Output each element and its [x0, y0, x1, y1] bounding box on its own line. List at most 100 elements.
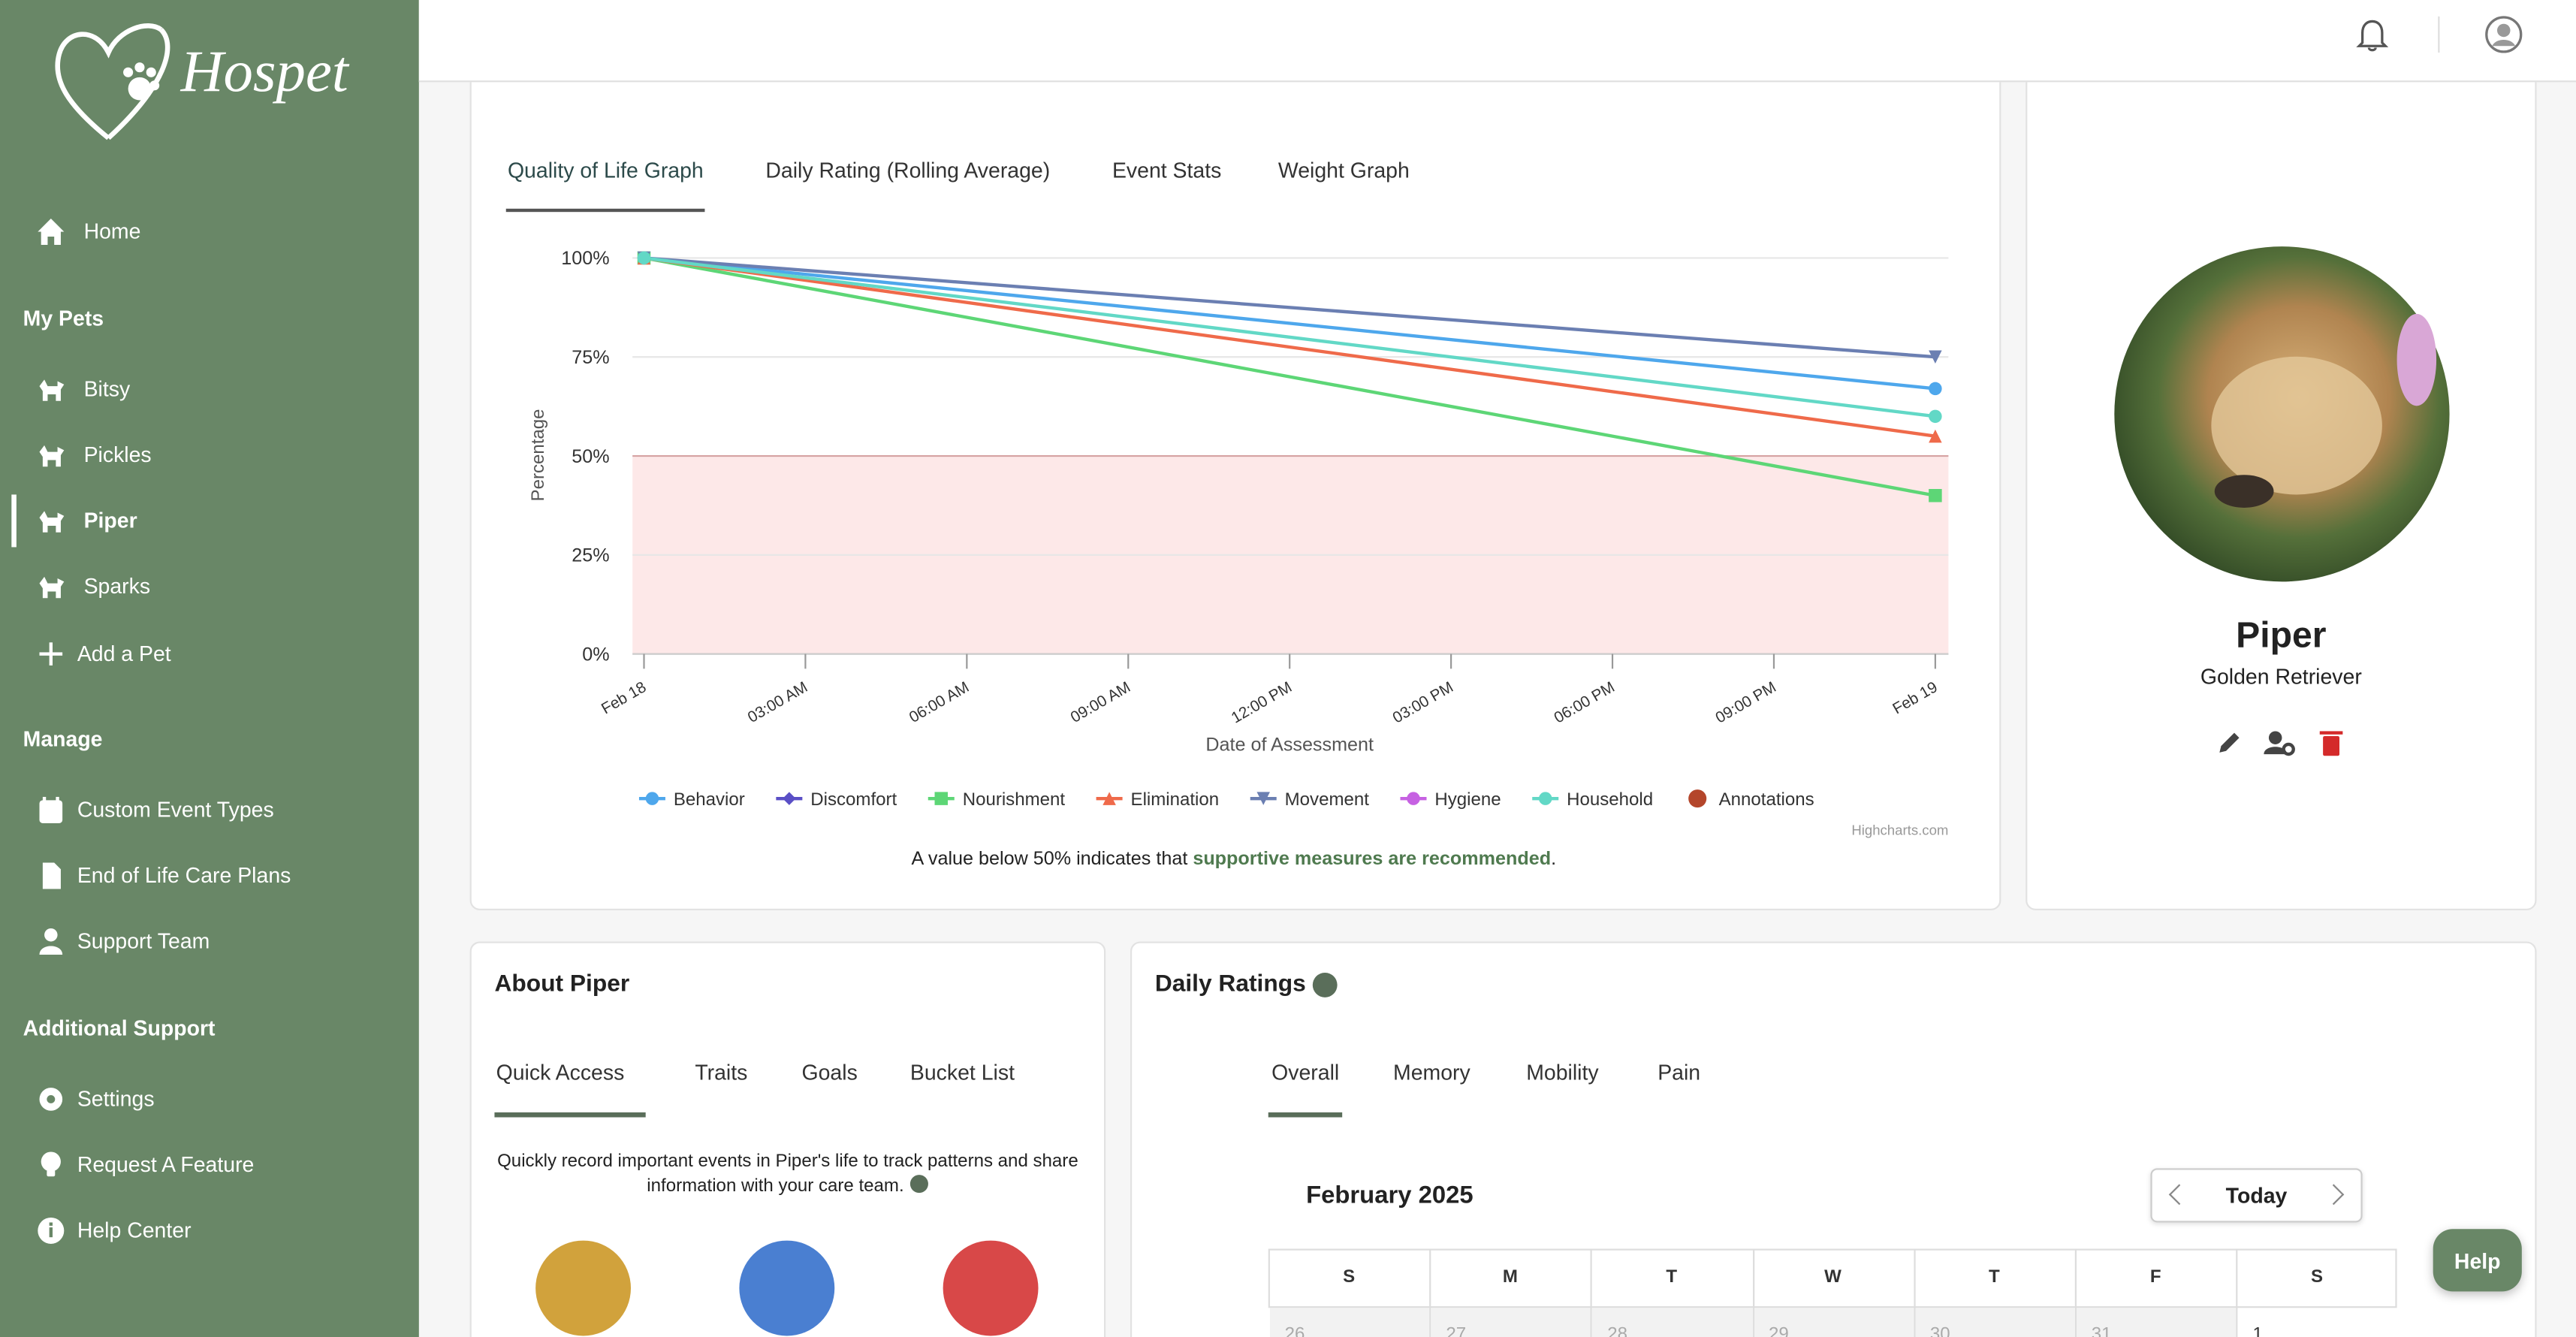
nav-item[interactable]: Request A Feature: [77, 1151, 255, 1177]
nav-item[interactable]: Bitsy: [83, 376, 131, 401]
nav-item[interactable]: End of Life Care Plans: [77, 862, 291, 888]
point: [1929, 429, 1942, 443]
nav-icon: [39, 928, 63, 955]
series-line: [644, 256, 1936, 418]
note-link[interactable]: supportive measures are recommended: [1193, 850, 1552, 870]
account[interactable]: [2484, 15, 2524, 55]
calendar-divider: [2074, 1248, 2077, 1337]
info-icon[interactable]: [1312, 973, 1338, 997]
calendar-header: [1268, 1248, 2398, 1308]
day-number[interactable]: 27: [1446, 1325, 1467, 1337]
day-cell: [1269, 1308, 1430, 1337]
chart-note: A value below 50% indicates that support…: [470, 850, 1998, 872]
x-tick-label: 12:00 PM: [1229, 678, 1295, 726]
calendar-divider: [1913, 1248, 1916, 1337]
tab[interactable]: Memory: [1393, 1060, 1470, 1085]
legend-label: Annotations: [1719, 789, 1814, 810]
tab-underline: [494, 1112, 646, 1118]
quick-action[interactable]: [535, 1240, 631, 1336]
weekday: S: [2310, 1267, 2324, 1287]
tab[interactable]: Traits: [695, 1060, 748, 1085]
today-control[interactable]: Today: [2150, 1168, 2363, 1223]
quick-action[interactable]: [943, 1240, 1039, 1336]
legend-marker: [1102, 792, 1116, 805]
tab[interactable]: Overall: [1271, 1060, 1340, 1085]
nav-item[interactable]: Settings: [77, 1085, 155, 1111]
nav-item[interactable]: Pickles: [83, 442, 152, 467]
nav-item[interactable]: Home: [83, 219, 141, 244]
legend-marker: [1688, 789, 1707, 808]
nav-icon: [39, 1087, 63, 1110]
nav-icon: [41, 1151, 61, 1176]
day-number[interactable]: 29: [1769, 1325, 1789, 1337]
legend-label: Discomfort: [810, 789, 897, 810]
nav-icon: [39, 379, 65, 400]
day-number[interactable]: 31: [2091, 1325, 2112, 1337]
legend-label: Hygiene: [1434, 789, 1501, 810]
card-title: Daily Ratings: [1154, 971, 1306, 998]
calendar-divider: [1429, 1248, 1431, 1337]
day-number[interactable]: 1: [2252, 1325, 2263, 1337]
nav-icon: [38, 1218, 65, 1245]
tab[interactable]: Quick Access: [496, 1060, 625, 1085]
legend-marker: [645, 792, 659, 805]
help-button[interactable]: Help: [2433, 1229, 2522, 1292]
chart-tab[interactable]: Quality of Life Graph: [507, 158, 704, 183]
day-cell: [1754, 1308, 1914, 1337]
legend-marker: [1407, 792, 1420, 805]
weekday: W: [1824, 1267, 1842, 1287]
nav-icon: [39, 795, 63, 822]
sidebar: Hospet Home My Pets Bitsy Pickles Piper Spark…: [0, 0, 419, 1337]
point: [1929, 350, 1942, 364]
nav-item[interactable]: Support Team: [77, 928, 210, 954]
y-tick-label: 0%: [582, 644, 609, 665]
chart-tab[interactable]: Event Stats: [1112, 158, 1222, 183]
series-line: [644, 256, 1936, 391]
weekday: M: [1502, 1267, 1518, 1287]
about-card: About Piper Quick Access Traits Goals Bucket…: [469, 941, 1106, 1337]
tab[interactable]: Pain: [1658, 1060, 1701, 1085]
y-tick-label: 50%: [572, 446, 609, 467]
today-label[interactable]: Today: [2225, 1183, 2288, 1209]
nav-item[interactable]: Piper: [83, 508, 137, 533]
weekday: T: [1989, 1267, 2000, 1287]
tab-underline: [1268, 1112, 1343, 1118]
day-number[interactable]: 26: [1284, 1325, 1305, 1337]
x-tick-label: 03:00 PM: [1390, 678, 1456, 726]
legend-marker: [1538, 792, 1552, 805]
y-axis-title: Percentage: [528, 409, 548, 501]
tab[interactable]: Goals: [801, 1060, 858, 1085]
calendar-divider: [2236, 1248, 2238, 1337]
nav-item[interactable]: Sparks: [83, 574, 151, 599]
info-icon[interactable]: [910, 1175, 929, 1194]
logo-heart: [55, 23, 170, 140]
active-indicator: [11, 494, 17, 548]
x-tick-label: 06:00 AM: [906, 678, 972, 726]
legend-marker: [1256, 792, 1270, 805]
nav-item[interactable]: Custom Event Types: [77, 796, 274, 822]
tab[interactable]: Mobility: [1526, 1060, 1599, 1085]
nav-item[interactable]: Add a Pet: [77, 640, 171, 665]
chart-credit: Highcharts.com: [1851, 822, 1948, 838]
nav-heading: My Pets: [23, 306, 104, 331]
series-line: [644, 256, 1936, 359]
chart: 0% 25% 50% 75% 100% Feb 18 03:00 AM 06:00 AM 09:…: [528, 248, 1949, 838]
pet-name: Piper: [2236, 614, 2327, 656]
notifications[interactable]: [2354, 17, 2390, 53]
x-tick-label: Feb 19: [1890, 678, 1940, 717]
point: [1929, 409, 1942, 424]
day-number[interactable]: 28: [1607, 1325, 1628, 1337]
legend-label: Behavior: [674, 789, 745, 810]
chart-tab[interactable]: Daily Rating (Rolling Average): [765, 158, 1051, 183]
tab[interactable]: Bucket List: [909, 1060, 1015, 1085]
point: [1929, 489, 1942, 503]
nav-item[interactable]: Help Center: [77, 1218, 192, 1243]
day-cell: [1592, 1308, 1753, 1337]
legend-label: Nourishment: [963, 789, 1066, 810]
quick-action[interactable]: [739, 1240, 835, 1336]
chart-tab[interactable]: Weight Graph: [1277, 158, 1410, 183]
legend-marker: [934, 792, 949, 805]
profile-actions[interactable]: [2215, 728, 2346, 761]
y-tick-label: 100%: [561, 248, 609, 269]
day-number[interactable]: 30: [1929, 1325, 1950, 1337]
